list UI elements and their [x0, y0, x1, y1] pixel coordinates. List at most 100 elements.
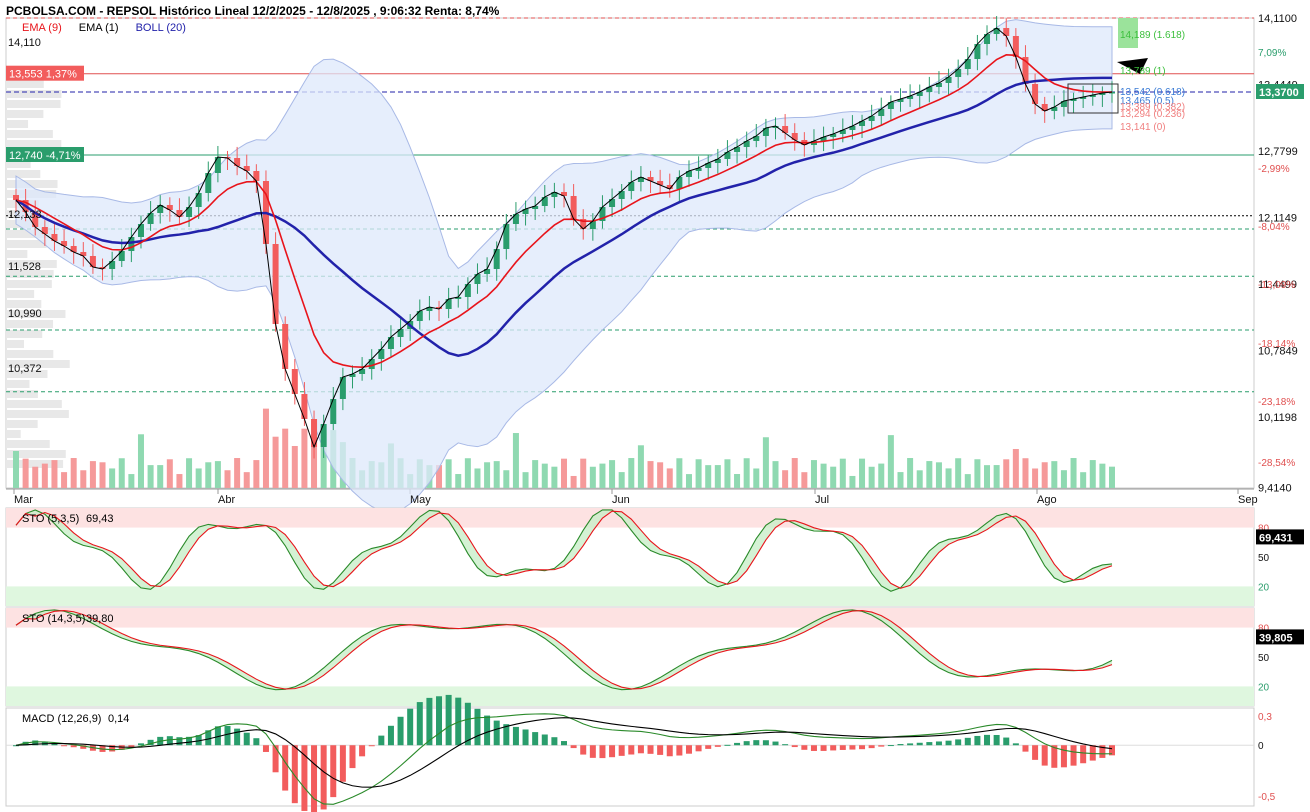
volume-profile-bar — [6, 80, 44, 88]
candle-body — [1012, 36, 1019, 57]
candle-body — [137, 224, 144, 237]
macd-histogram-bar — [589, 745, 596, 758]
macd-histogram-bar — [436, 696, 443, 746]
candle-body — [445, 299, 452, 309]
volume-bar — [320, 433, 327, 488]
price-axis-tick: 9,4140 — [1258, 483, 1292, 495]
candle-body — [416, 311, 423, 321]
volume-profile-bar — [6, 240, 47, 248]
macd-histogram-bar — [80, 745, 87, 749]
volume-bar — [137, 434, 144, 488]
volume-bar — [782, 470, 789, 488]
level-box — [6, 65, 84, 81]
macd-histogram-bar — [214, 726, 221, 746]
volume-profile-bar — [6, 330, 43, 338]
volume-profile-bar — [6, 160, 31, 168]
candle-body — [186, 207, 193, 217]
macd-value: 0,14 — [108, 713, 129, 725]
candle-body — [955, 69, 962, 77]
pct-axis-tick: -18,14% — [1258, 339, 1295, 350]
price-axis-tick: 14,1100 — [1258, 13, 1297, 25]
legend-ema9[interactable]: EMA (9) — [22, 22, 62, 34]
macd-histogram-bar — [993, 734, 1000, 746]
left-level-label: 10,372 — [8, 363, 42, 375]
volume-profile-bar — [6, 180, 58, 188]
candle-body — [253, 171, 260, 181]
macd-histogram-bar — [561, 741, 567, 746]
macd-histogram-bar — [234, 728, 241, 746]
price-axis-tick: 12,7799 — [1258, 146, 1298, 158]
macd-histogram-bar — [734, 742, 741, 746]
volume-bar — [1070, 458, 1077, 488]
macd-histogram-bar — [51, 743, 58, 746]
candle-body — [32, 212, 39, 227]
candle-body — [657, 181, 664, 185]
candle-body — [907, 96, 914, 99]
candle-body — [166, 205, 173, 210]
macd-histogram-bar — [955, 739, 962, 746]
volume-bar — [666, 468, 673, 488]
volume-bar — [984, 465, 991, 488]
volume-profile-bar — [6, 130, 53, 138]
volume-bar — [580, 458, 587, 488]
macd-histogram-bar — [349, 745, 356, 769]
candle-body — [782, 126, 789, 133]
macd-histogram-bar — [253, 738, 260, 746]
macd-histogram-bar — [859, 745, 866, 750]
volume-profile-bar — [6, 450, 66, 458]
volume-bar — [262, 408, 269, 488]
macd-histogram-bar — [1070, 745, 1077, 766]
macd-histogram-bar — [1041, 745, 1048, 766]
fib-channel-box — [1067, 83, 1119, 114]
candle-body — [1003, 28, 1010, 36]
volume-profile-bar — [6, 420, 38, 428]
legend-boll[interactable]: BOLL (20) — [135, 22, 186, 34]
volume-bar — [474, 468, 481, 488]
macd-histogram-bar — [782, 744, 789, 746]
candle-body — [637, 177, 644, 182]
volume-bar — [1060, 470, 1067, 488]
candle-body — [753, 136, 760, 141]
sto1-value: 69,43 — [86, 513, 114, 525]
volume-bar — [13, 451, 19, 488]
candle-body — [147, 213, 154, 224]
volume-profile-bar — [6, 170, 41, 178]
candle-body — [234, 158, 241, 166]
candle-body — [618, 191, 625, 199]
sto1-d-line — [15, 510, 1113, 589]
candle-body — [205, 173, 212, 193]
volume-profile-bar — [6, 430, 21, 438]
candle-body — [705, 163, 712, 168]
macd-histogram-bar — [705, 745, 712, 749]
volume-bar — [157, 465, 164, 488]
ema1-line — [15, 27, 1113, 449]
volume-bar — [1041, 462, 1048, 488]
macd-label: MACD (12,26,9) — [22, 713, 101, 725]
sto2-fill — [16, 609, 1112, 690]
candle-body — [1080, 97, 1087, 99]
price-axis-tick: 10,1198 — [1258, 412, 1297, 424]
macd-histogram-bar — [311, 745, 318, 812]
legend-ema1[interactable]: EMA (1) — [78, 22, 119, 34]
volume-profile-bar — [6, 300, 42, 308]
volume-bar — [484, 462, 491, 488]
volume-profile-bar — [6, 350, 54, 358]
macd-histogram-bar — [301, 745, 308, 811]
volume-bar — [599, 463, 606, 488]
sto1-oversold-zone — [6, 586, 1254, 606]
candle-body — [532, 206, 539, 209]
volume-bar — [628, 458, 635, 488]
macd-histogram-bar — [407, 708, 414, 746]
volume-bar — [512, 433, 519, 488]
sto2-level: 50 — [1258, 653, 1270, 664]
price-axis-tick: 12,1149 — [1258, 213, 1297, 225]
sto2-oversold-zone — [6, 686, 1254, 706]
volume-bar — [243, 472, 250, 488]
candle-body — [772, 126, 779, 128]
candle-body — [320, 424, 327, 447]
macd-level: -0,5 — [1258, 792, 1276, 803]
candle-body — [157, 205, 164, 213]
candle-body — [695, 168, 702, 171]
volume-bar — [743, 458, 750, 488]
